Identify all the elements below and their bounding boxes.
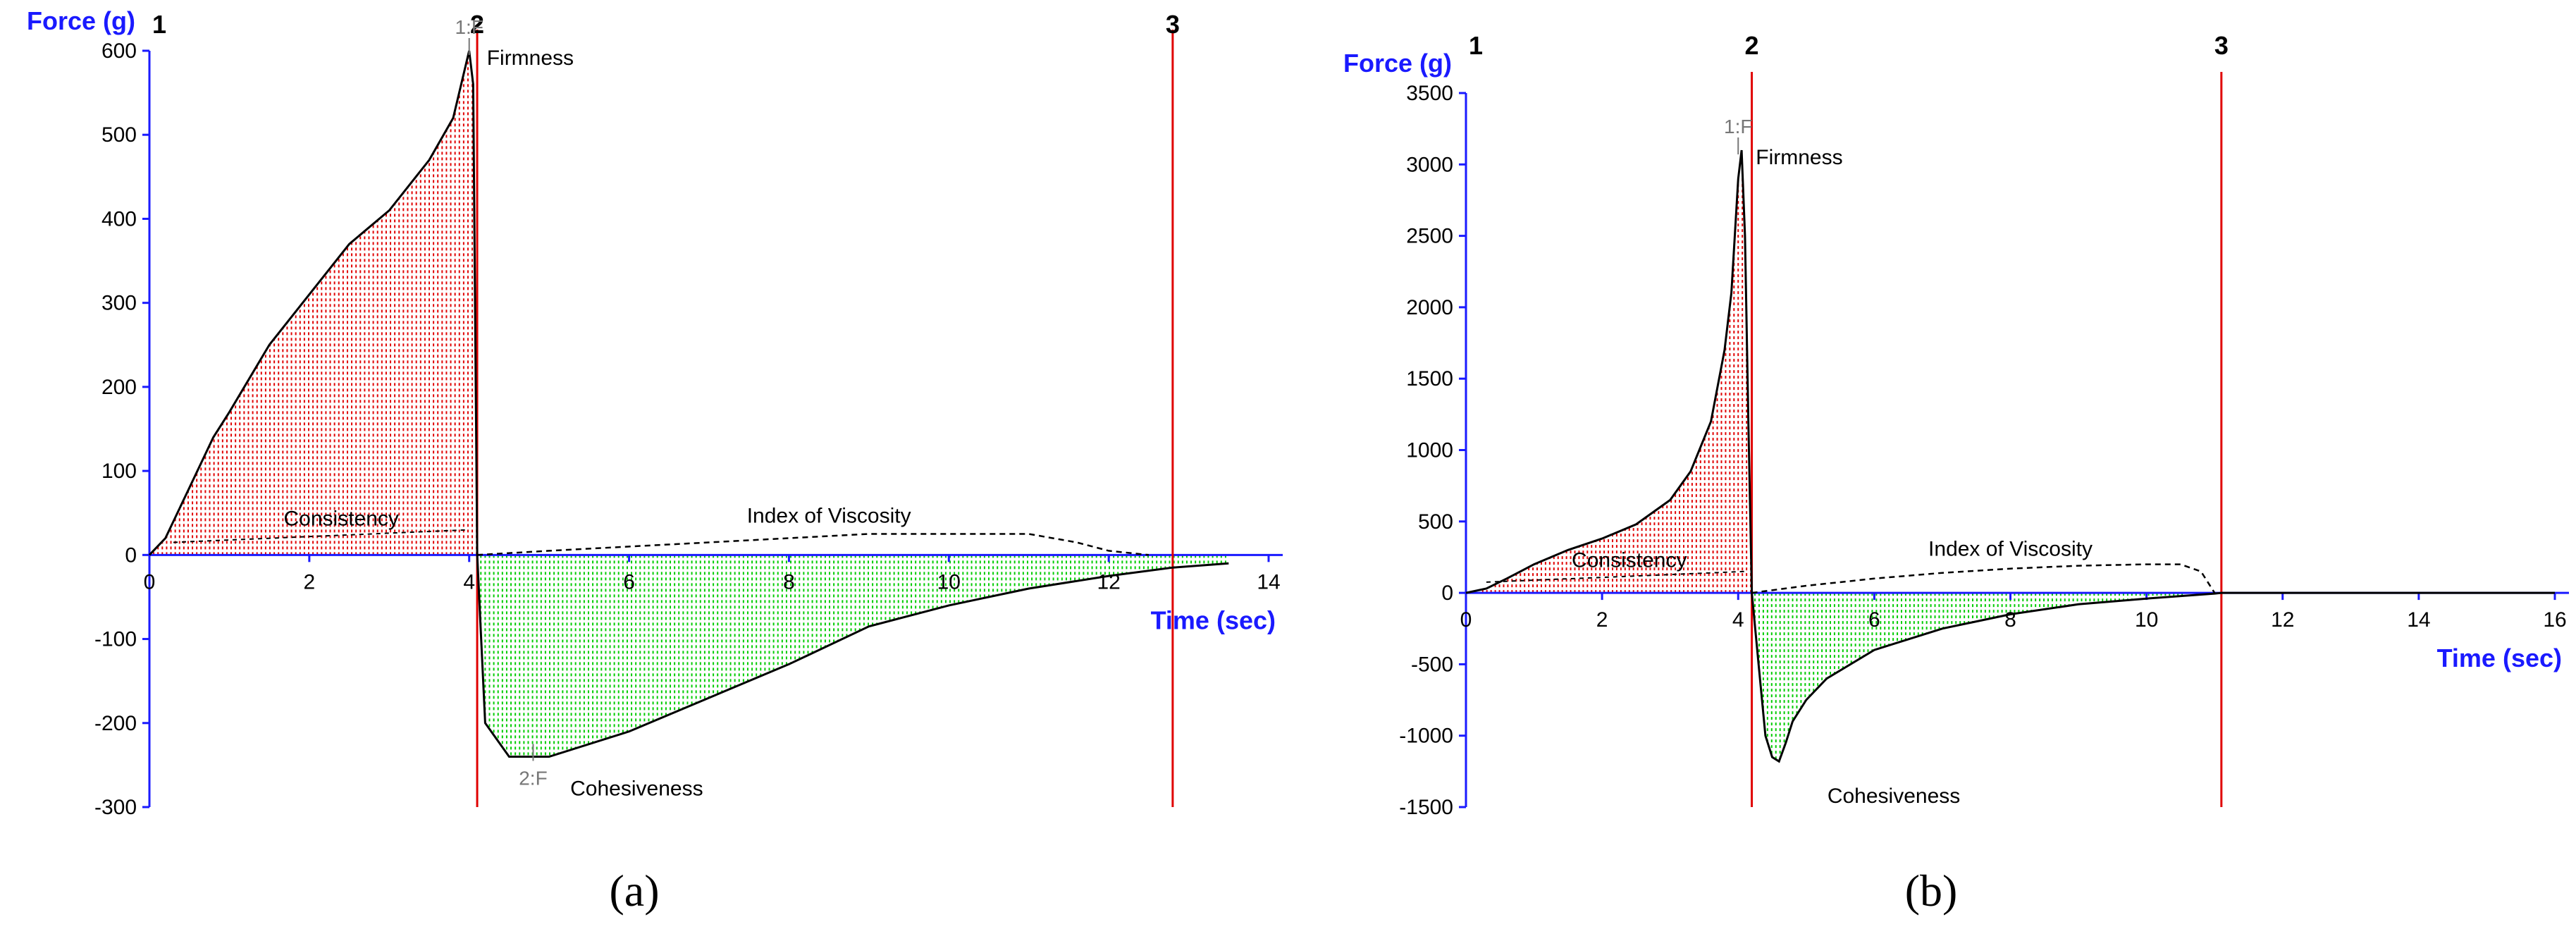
y-tick-label: 1500 [1406, 367, 1453, 390]
annotation-consistency: Consistency [284, 508, 399, 531]
x-tick-label: 14 [2407, 608, 2430, 632]
peak-label: 2:F [519, 767, 547, 789]
x-tick-label: 12 [2271, 608, 2294, 632]
annotation-firmness: Firmness [487, 47, 574, 70]
x-tick-label: 14 [1257, 570, 1280, 593]
y-tick-label: 500 [1418, 510, 1453, 534]
x-axis-title: Time (sec) [1151, 605, 1276, 634]
y-tick-label: 3000 [1406, 153, 1453, 176]
x-tick-label: 6 [1868, 608, 1880, 632]
y-tick-label: -1500 [1399, 796, 1453, 819]
chart-panel-b: -1500 -1000 -500 0 500 1000 1500 2000 2500 3000 35… [1343, 31, 2569, 916]
force-curve [148, 50, 1229, 758]
y-axis-title: Force (g) [1343, 49, 1452, 78]
annotation-cohesiveness: Cohesiveness [570, 777, 703, 800]
x-tick-label: 4 [463, 570, 475, 593]
annotation-consistency: Consistency [1572, 549, 1687, 572]
y-tick-label: 600 [101, 39, 137, 63]
annotation-index-of-viscosity: Index of Viscosity [1928, 538, 2093, 561]
marker-label-2: 2 [470, 10, 484, 39]
y-axis-title: Force (g) [27, 6, 135, 35]
x-tick-label: 6 [623, 570, 635, 593]
y-tick-label: 2500 [1406, 225, 1453, 248]
marker-label-1: 1 [152, 10, 166, 39]
viscosity-curve [477, 533, 1150, 556]
y-tick-label: 3500 [1406, 82, 1453, 105]
x-tick-label: 4 [1732, 608, 1744, 632]
annotation-firmness: Firmness [1756, 146, 1842, 169]
y-tick-label: -300 [94, 796, 137, 819]
y-tick-label: -500 [1411, 653, 1453, 676]
y-tick-label: -1000 [1399, 725, 1453, 748]
marker-label-3: 3 [2214, 31, 2229, 60]
marker-label-3: 3 [1166, 10, 1180, 39]
y-tick-label: 500 [101, 123, 137, 147]
peak-label: 1:F [1724, 116, 1752, 137]
y-tick-label: 400 [101, 207, 137, 230]
viscosity-curve [1751, 563, 2216, 594]
annotation-cohesiveness: Cohesiveness [1828, 785, 1960, 808]
y-tick-label: -200 [94, 712, 137, 735]
x-tick-label: 16 [2543, 608, 2566, 632]
force-curve [1465, 149, 2555, 763]
y-tick-label: 300 [101, 292, 137, 315]
x-tick-label: 8 [783, 570, 795, 593]
x-tick-label: 10 [937, 570, 961, 593]
x-axis-title: Time (sec) [2437, 644, 2562, 672]
y-tick-label: 2000 [1406, 296, 1453, 319]
y-tick-label: -100 [94, 628, 137, 651]
x-tick-label: 0 [1460, 608, 1472, 632]
x-tick-label: 8 [2004, 608, 2016, 632]
consistency-dashed-line [173, 529, 469, 543]
y-tick-label: 0 [125, 543, 137, 567]
annotation-index-of-viscosity: Index of Viscosity [747, 504, 911, 527]
panel-label: (b) [1905, 866, 1958, 916]
peak-label: 1:F [455, 16, 483, 38]
consistency-dashed-line [1486, 570, 1745, 583]
x-tick-label: 2 [1596, 608, 1608, 632]
y-tick-label: 0 [1441, 582, 1453, 605]
y-tick-label: 100 [101, 460, 137, 483]
marker-label-2: 2 [1745, 31, 1759, 60]
x-tick-label: 0 [144, 570, 156, 593]
x-tick-label: 10 [2135, 608, 2158, 632]
x-tick-label: 2 [304, 570, 316, 593]
y-tick-label: 200 [101, 376, 137, 399]
panel-label: (a) [609, 866, 659, 916]
y-tick-label: 1000 [1406, 439, 1453, 462]
marker-label-1: 1 [1469, 31, 1483, 60]
